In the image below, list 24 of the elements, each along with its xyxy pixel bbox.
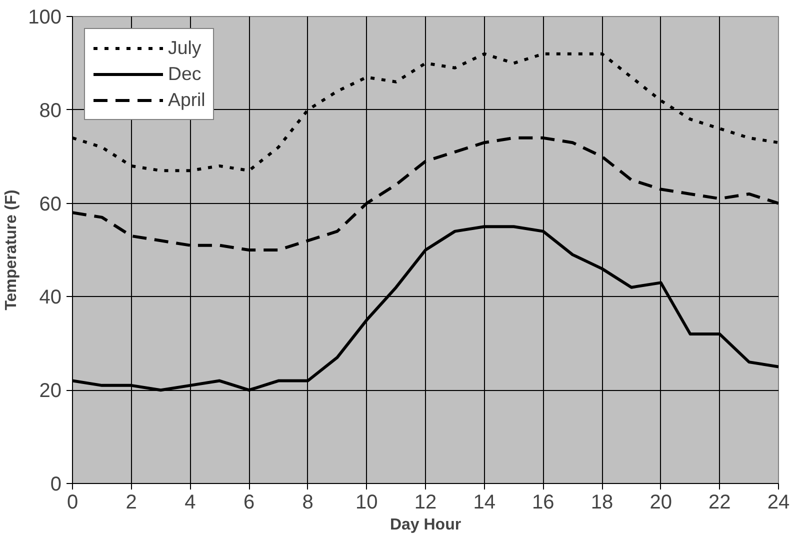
x-tick-label: 4 [184, 492, 196, 514]
y-axis-title: Temperature (F) [3, 190, 20, 310]
legend-label: Dec [168, 63, 202, 85]
x-tick-label: 14 [473, 492, 496, 514]
y-tick-label: 60 [39, 193, 62, 216]
x-tick-label: 6 [243, 492, 255, 514]
y-tick-label: 100 [28, 6, 62, 28]
legend-label: July [168, 37, 202, 59]
x-tick-label: 2 [126, 492, 137, 514]
x-tick-label: 10 [356, 492, 378, 514]
x-tick-label: 12 [414, 492, 437, 514]
x-axis-title: Day Hour [390, 516, 462, 534]
x-tick-label: 16 [532, 492, 554, 514]
y-tick-label: 80 [39, 100, 62, 122]
y-tick-label: 0 [50, 474, 62, 496]
x-tick-label: 0 [66, 492, 78, 514]
x-tick-label: 24 [767, 492, 790, 514]
y-tick-label: 20 [39, 380, 62, 402]
y-tick-label: 40 [39, 286, 62, 309]
x-tick-label: 18 [590, 492, 614, 514]
x-tick-label: 22 [708, 492, 731, 514]
legend-label: April [168, 89, 206, 111]
x-tick-label: 20 [650, 492, 672, 514]
x-tick-label: 8 [302, 492, 314, 514]
